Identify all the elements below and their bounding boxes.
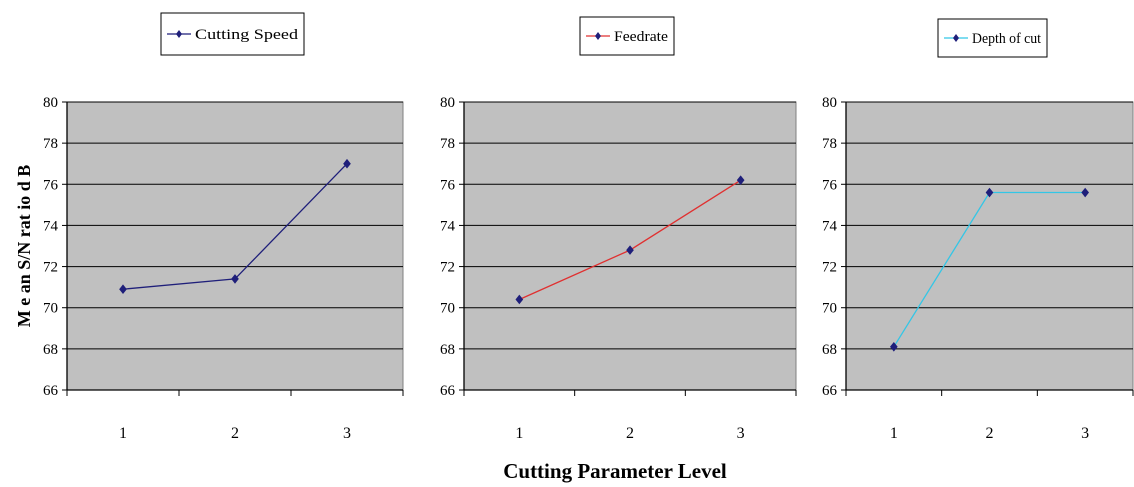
data-point — [515, 294, 524, 305]
legend-label: Feedrate — [614, 29, 668, 45]
data-point — [985, 187, 994, 198]
y-tick-label: 78 — [440, 136, 455, 152]
plot-area — [845, 101, 1134, 391]
y-tick-label: 72 — [440, 260, 455, 276]
legend-label: Cutting Speed — [195, 27, 299, 43]
y-tick-label: 74 — [822, 218, 838, 234]
y-tick-label: 66 — [822, 383, 838, 399]
chart-panel-3: 66 68 70 72 74 76 78 80 1 2 3 Depth of cut — [822, 18, 1134, 442]
legend-marker — [953, 34, 959, 42]
y-tick-label: 66 — [440, 383, 456, 399]
y-tick-label: 76 — [43, 177, 59, 193]
y-axis-label: M e an S/N rat io d B — [14, 165, 34, 328]
y-tick-label: 76 — [822, 177, 838, 193]
y-tick-label: 72 — [43, 260, 58, 276]
plot-area — [66, 101, 404, 391]
x-tick-label: 3 — [343, 425, 351, 442]
y-tick-label: 80 — [43, 95, 58, 111]
x-tick-label: 2 — [986, 425, 994, 442]
legend-marker — [176, 30, 182, 38]
x-axis-label: Cutting Parameter Level — [503, 459, 727, 483]
x-tick-label: 3 — [1081, 425, 1089, 442]
data-point — [343, 158, 351, 169]
data-point — [889, 341, 898, 352]
data-point — [736, 175, 745, 185]
y-tick-label: 76 — [440, 177, 456, 193]
y-tick-label: 74 — [440, 218, 456, 234]
y-tick-label: 68 — [43, 342, 58, 358]
data-point — [119, 284, 127, 295]
y-tick-label: 68 — [440, 342, 455, 358]
y-tick-label: 78 — [43, 136, 58, 152]
y-tick-label: 70 — [43, 301, 58, 317]
x-tick-label: 1 — [890, 425, 898, 442]
data-point — [231, 274, 239, 284]
y-tick-label: 74 — [43, 218, 59, 234]
x-tick-label: 3 — [737, 425, 745, 442]
chart-panel-1: 66 68 70 72 74 76 78 80 1 2 3 Cutting Speed — [43, 12, 404, 442]
y-tick-label: 80 — [440, 95, 455, 111]
y-tick-label: 72 — [822, 260, 837, 276]
y-tick-label: 70 — [822, 301, 837, 317]
y-tick-label: 66 — [43, 383, 59, 399]
x-tick-label: 2 — [231, 425, 239, 442]
chart-panel-2: 66 68 70 72 74 76 78 80 1 2 3 Feedrate — [440, 16, 797, 442]
legend-marker — [595, 32, 601, 40]
data-point — [1081, 187, 1090, 198]
x-tick-label: 1 — [119, 425, 127, 442]
y-tick-label: 70 — [440, 301, 455, 317]
y-tick-label: 78 — [822, 136, 837, 152]
x-tick-label: 1 — [515, 425, 523, 442]
y-tick-label: 68 — [822, 342, 837, 358]
y-tick-label: 80 — [822, 95, 837, 111]
x-tick-label: 2 — [626, 425, 634, 442]
data-point — [626, 245, 634, 255]
legend-label: Depth of cut — [972, 31, 1042, 47]
